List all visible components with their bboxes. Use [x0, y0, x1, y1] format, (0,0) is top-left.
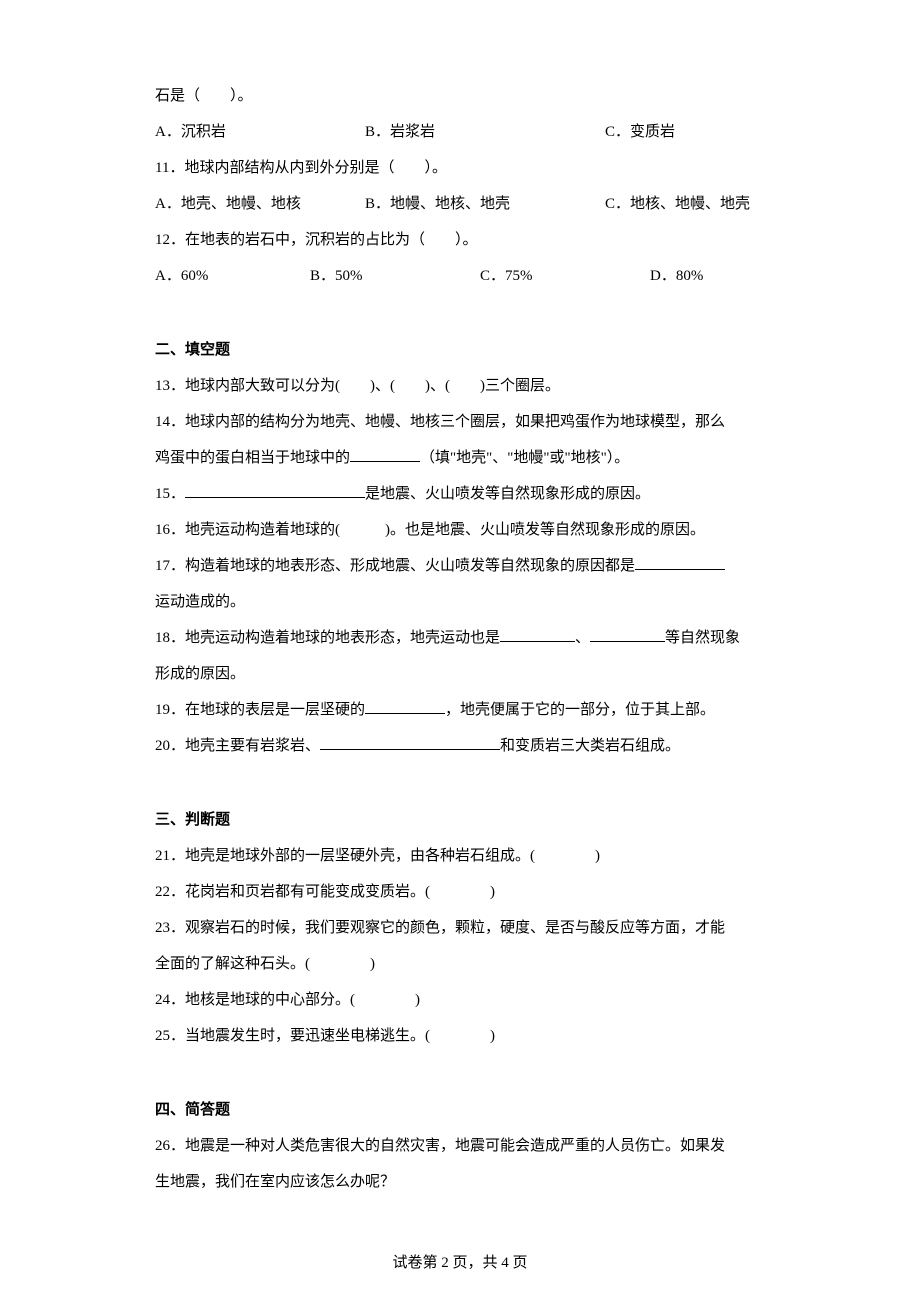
q17-blank[interactable] [635, 569, 725, 570]
q12-opt-b: B．50% [310, 258, 480, 294]
q17-line2: 运动造成的。 [155, 584, 765, 620]
q20: 20．地壳主要有岩浆岩、 和变质岩三大类岩石组成。 [155, 728, 765, 764]
q12-opt-c: C．75% [480, 258, 650, 294]
q18-text3: 等自然现象 [665, 630, 740, 646]
q20-blank[interactable] [320, 749, 500, 750]
section-4-title: 四、简答题 [155, 1092, 765, 1128]
q10-opt-b: B．岩浆岩 [365, 114, 605, 150]
q17-line1: 17．构造着地球的地表形态、形成地震、火山喷发等自然现象的原因都是 [155, 548, 765, 584]
q15-text2: 是地震、火山喷发等自然现象形成的原因。 [365, 486, 650, 502]
q16: 16．地壳运动构造着地球的( )。也是地震、火山喷发等自然现象形成的原因。 [155, 512, 765, 548]
q17-text1: 17．构造着地球的地表形态、形成地震、火山喷发等自然现象的原因都是 [155, 558, 635, 574]
q12-opt-a: A．60% [155, 258, 310, 294]
q26-line1: 26．地震是一种对人类危害很大的自然灾害，地震可能会造成严重的人员伤亡。如果发 [155, 1128, 765, 1164]
section-3-title: 三、判断题 [155, 802, 765, 838]
q11-options: A．地壳、地幔、地核 B．地幔、地核、地壳 C．地核、地幔、地壳 [155, 186, 765, 222]
q13: 13．地球内部大致可以分为( )、( )、( )三个圈层。 [155, 368, 765, 404]
q14-line1: 14．地球内部的结构分为地壳、地幔、地核三个圈层，如果把鸡蛋作为地球模型，那么 [155, 404, 765, 440]
q19: 19．在地球的表层是一层坚硬的 ，地壳便属于它的一部分，位于其上部。 [155, 692, 765, 728]
q18-blank2[interactable] [590, 641, 665, 642]
q19-text2: ，地壳便属于它的一部分，位于其上部。 [445, 702, 715, 718]
q21: 21．地壳是地球外部的一层坚硬外壳，由各种岩石组成。( ) [155, 838, 765, 874]
q12: 12．在地表的岩石中，沉积岩的占比为（ ）。 [155, 222, 765, 258]
q11-opt-b: B．地幔、地核、地壳 [365, 186, 605, 222]
q18-text1: 18．地壳运动构造着地球的地表形态，地壳运动也是 [155, 630, 500, 646]
q10-options: A．沉积岩 B．岩浆岩 C．变质岩 [155, 114, 765, 150]
q11-opt-c: C．地核、地幔、地壳 [605, 186, 750, 222]
q10-opt-c: C．变质岩 [605, 114, 675, 150]
q23-line1: 23．观察岩石的时候，我们要观察它的颜色，颗粒，硬度、是否与酸反应等方面，才能 [155, 910, 765, 946]
q14-blank[interactable] [350, 461, 420, 462]
q18-text2: 、 [575, 630, 590, 646]
q20-text2: 和变质岩三大类岩石组成。 [500, 738, 680, 754]
q26-line2: 生地震，我们在室内应该怎么办呢？ [155, 1164, 765, 1200]
q11: 11．地球内部结构从内到外分别是（ ）。 [155, 150, 765, 186]
page-footer: 试卷第 2 页，共 4 页 [0, 1251, 920, 1272]
q19-text1: 19．在地球的表层是一层坚硬的 [155, 702, 365, 718]
q15: 15． 是地震、火山喷发等自然现象形成的原因。 [155, 476, 765, 512]
q14-text2: （填"地壳"、"地幔"或"地核"）。 [420, 450, 629, 466]
q14-line2: 鸡蛋中的蛋白相当于地球中的 （填"地壳"、"地幔"或"地核"）。 [155, 440, 765, 476]
q11-opt-a: A．地壳、地幔、地核 [155, 186, 365, 222]
q18-line2: 形成的原因。 [155, 656, 765, 692]
q12-opt-d: D．80% [650, 258, 703, 294]
q25: 25．当地震发生时，要迅速坐电梯逃生。( ) [155, 1018, 765, 1054]
q15-blank[interactable] [185, 497, 365, 498]
q22: 22．花岗岩和页岩都有可能变成变质岩。( ) [155, 874, 765, 910]
q20-text1: 20．地壳主要有岩浆岩、 [155, 738, 320, 754]
q10-opt-a: A．沉积岩 [155, 114, 365, 150]
q18-blank1[interactable] [500, 641, 575, 642]
q14-text1: 鸡蛋中的蛋白相当于地球中的 [155, 450, 350, 466]
q10-tail: 石是（ ）。 [155, 78, 765, 114]
q19-blank[interactable] [365, 713, 445, 714]
q18-line1: 18．地壳运动构造着地球的地表形态，地壳运动也是 、 等自然现象 [155, 620, 765, 656]
section-2-title: 二、填空题 [155, 332, 765, 368]
q23-line2: 全面的了解这种石头。( ) [155, 946, 765, 982]
q24: 24．地核是地球的中心部分。( ) [155, 982, 765, 1018]
q12-options: A．60% B．50% C．75% D．80% [155, 258, 765, 294]
q15-text1: 15． [155, 486, 185, 502]
